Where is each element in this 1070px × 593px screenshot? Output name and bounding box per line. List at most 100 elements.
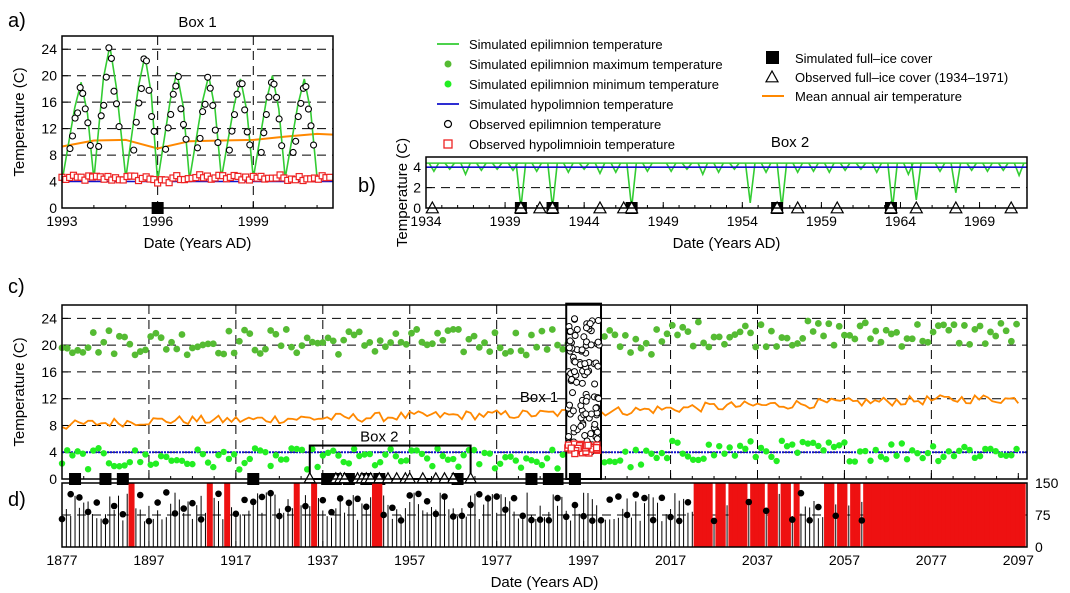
panel-c-epi-max-marker bbox=[971, 325, 979, 333]
panel-c-epi-max-marker bbox=[136, 348, 144, 355]
panel-c-epi-max-marker bbox=[945, 326, 953, 334]
panel-c-epi-max-marker bbox=[632, 335, 640, 343]
panel-c-epi-max-marker bbox=[762, 343, 770, 351]
legend-symbol-dot bbox=[444, 80, 452, 88]
panel-a-obs-epi-marker bbox=[148, 112, 156, 121]
panel-a-frame bbox=[61, 35, 334, 209]
panel-d-stem-head bbox=[241, 496, 248, 504]
panel-d-stem-head bbox=[67, 490, 74, 498]
panel-d-stem-head bbox=[145, 517, 153, 525]
panel-b-ytick-label: 4 bbox=[413, 159, 421, 175]
panel-c-epi-max-marker bbox=[538, 327, 546, 335]
panel-d-ice-bar bbox=[993, 483, 1000, 547]
panel-c-obs-epi-marker bbox=[593, 428, 601, 436]
panel-a-obs-epi-marker bbox=[196, 134, 204, 142]
panel-c-epi-min-marker bbox=[856, 448, 864, 455]
panel-d-ice-bar bbox=[932, 483, 939, 547]
panel-a-obs-epi-marker bbox=[95, 142, 103, 151]
panel-c-epi-max-marker bbox=[418, 338, 426, 346]
panel-a-obs-epi-marker bbox=[102, 73, 110, 81]
panel-c-epi-min-marker bbox=[830, 443, 838, 451]
panel-c-epi-min-marker bbox=[862, 447, 869, 455]
panel-c-epi-min-marker bbox=[361, 451, 368, 458]
panel-d-stem-head bbox=[84, 508, 92, 516]
panel-d-ice-bar bbox=[841, 483, 848, 547]
panel-d-ice-bar bbox=[906, 483, 913, 547]
panel-c-epi-min-marker bbox=[142, 451, 149, 458]
panel-c-obs-epi-marker bbox=[582, 324, 590, 332]
panel-d-xlabel: Date (Years AD) bbox=[491, 574, 599, 591]
panel-c-epi-min-marker bbox=[444, 456, 452, 463]
panel-c-epi-max-marker bbox=[835, 322, 843, 330]
panel-d-ice-bar bbox=[963, 483, 970, 547]
panel-c-epi-max-marker bbox=[872, 327, 880, 335]
panel-c-epi-min-marker bbox=[742, 445, 749, 453]
panel-c-epi-min-marker bbox=[288, 445, 295, 452]
panel-c-epi-min-marker bbox=[121, 462, 128, 469]
panel-c-epi-max-marker bbox=[700, 339, 707, 347]
panel-c-epi-max-marker bbox=[345, 328, 353, 336]
panel-c-epi-max-marker bbox=[867, 335, 874, 343]
panel-b-epi-sim-dip bbox=[982, 162, 993, 173]
panel-c-epi-min-marker bbox=[851, 458, 859, 465]
panel-c-epi-max-marker bbox=[992, 332, 1000, 340]
panel-letter-a: a) bbox=[8, 10, 26, 32]
panel-c-epi-max-marker bbox=[642, 339, 650, 347]
panel-d-stem-head bbox=[615, 493, 622, 500]
panel-d-stem-head bbox=[710, 517, 718, 525]
panel-a-obs-epi-marker bbox=[307, 122, 315, 130]
panel-c-epi-min-marker bbox=[90, 447, 97, 454]
panel-b-epi-sim-dip bbox=[729, 162, 740, 171]
panel-d-ice-bar bbox=[754, 483, 761, 547]
panel-c-epi-max-marker bbox=[621, 331, 629, 339]
panel-c-epi-min-marker bbox=[1013, 445, 1020, 453]
panel-d-stem-head bbox=[536, 516, 544, 523]
panel-c-epi-min-marker bbox=[267, 462, 274, 470]
panel-d-stem-head bbox=[580, 512, 587, 520]
panel-c-epi-max-marker bbox=[950, 321, 958, 329]
panel-c-obs-epi-marker bbox=[591, 420, 599, 428]
panel-c-epi-max-marker bbox=[84, 344, 92, 352]
panel-c-epi-min-marker bbox=[752, 453, 759, 461]
panel-d-xtick-label: 1937 bbox=[307, 552, 338, 568]
panel-c-epi-min-marker bbox=[183, 460, 191, 468]
panel-d-frame bbox=[61, 482, 1028, 548]
panel-c-epi-max-marker bbox=[783, 334, 791, 342]
panel-c-epi-max-marker bbox=[428, 340, 436, 348]
panel-b-ytick-label: 0 bbox=[413, 200, 421, 216]
panel-c-epi-min-marker bbox=[731, 452, 739, 459]
panel-d-ice-bar bbox=[958, 483, 965, 547]
panel-c-epi-max-marker bbox=[694, 318, 702, 326]
panel-a-obs-hypo-marker bbox=[173, 172, 181, 180]
panel-c-epi-min-marker bbox=[251, 445, 259, 452]
panel-c-epi-max-marker bbox=[147, 333, 155, 340]
panel-c-epi-min-marker bbox=[246, 455, 253, 463]
panel-c-epi-max-marker bbox=[319, 339, 327, 346]
panel-d-ice-bar bbox=[902, 483, 909, 547]
panel-c-epi-max-marker bbox=[668, 321, 676, 329]
panel-c-epi-max-marker bbox=[768, 327, 775, 335]
panel-c-epi-max-marker bbox=[105, 327, 113, 335]
panel-c-epi-min-marker bbox=[403, 457, 410, 464]
panel-c-ice-obs-marker bbox=[303, 471, 317, 484]
panel-c-epi-max-marker bbox=[830, 341, 838, 349]
panel-d-stem-head bbox=[797, 489, 805, 497]
panel-d-ice-bar bbox=[702, 483, 709, 547]
panel-c-epi-max-marker bbox=[924, 338, 932, 346]
panel-c-epi-max-marker bbox=[491, 329, 499, 337]
panel-d-xtick-label: 1897 bbox=[133, 552, 164, 568]
panel-b-xtick-label: 1939 bbox=[490, 213, 521, 229]
panel-a-obs-epi-marker bbox=[179, 120, 188, 129]
panel-d-ytick-label: 75 bbox=[1035, 507, 1051, 523]
legend-label-4: Observed epilimnion temperature bbox=[469, 117, 661, 132]
panel-c-epi-max-marker bbox=[1002, 327, 1010, 335]
legend-symbol-circle bbox=[443, 119, 453, 129]
panel-c-epi-min-marker bbox=[173, 457, 180, 464]
panel-d-ice-bar bbox=[880, 483, 887, 547]
panel-c-epi-max-marker bbox=[940, 321, 947, 329]
panel-c-epi-max-marker bbox=[773, 343, 781, 350]
panel-c-ytick-label: 8 bbox=[49, 417, 57, 433]
panel-c-epi-max-marker bbox=[329, 337, 337, 345]
panel-a-obs-epi-marker bbox=[199, 108, 207, 116]
panel-a-obs-epi-marker bbox=[238, 80, 246, 88]
